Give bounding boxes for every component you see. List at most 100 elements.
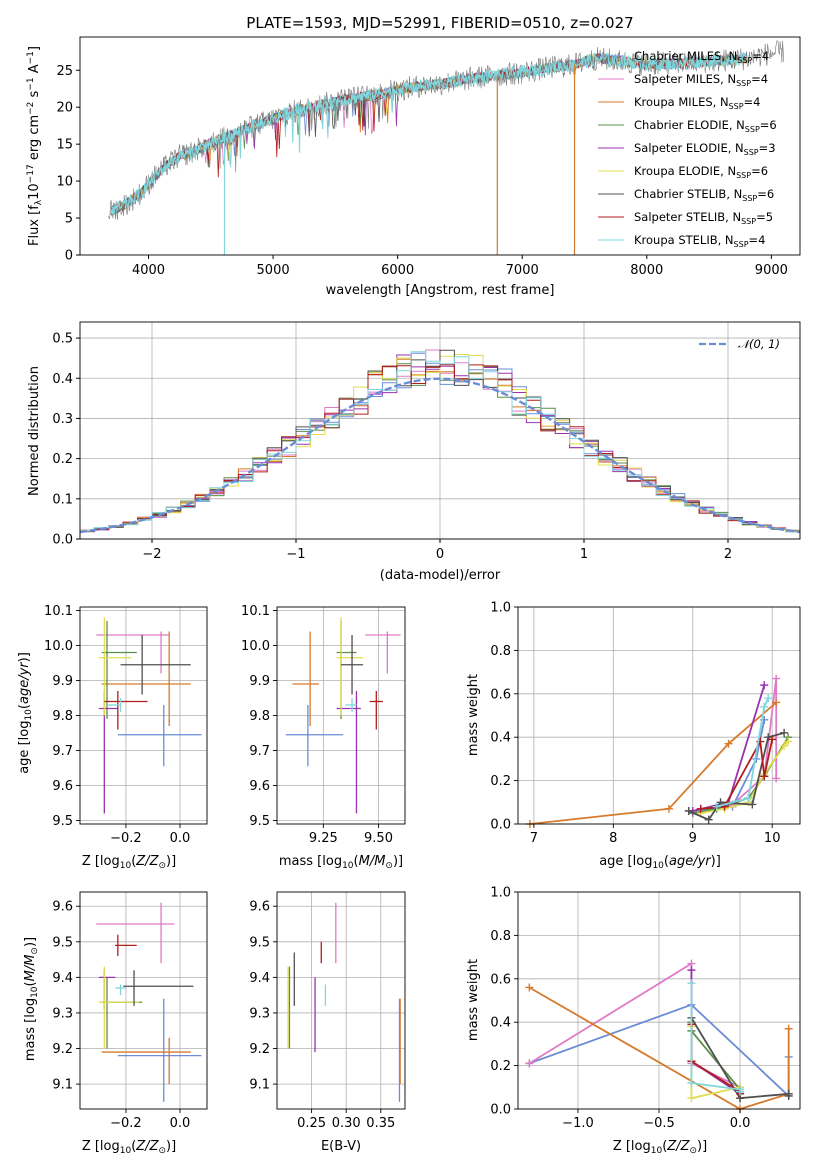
weight-vs-metallicity-panel: −1.0 −0.5 0.0 0.0 0.2 0.4 0.6 0.8 1.0 [490, 886, 801, 1131]
spectrum-ylabel: Flux [fλ10−17 erg cm−2 s−1 A−1] [26, 46, 44, 246]
x-tick-label: −0.5 [643, 1116, 675, 1131]
errorbar-point [336, 617, 364, 716]
age-mass-marks [285, 617, 401, 814]
x-tick-label: 8 [609, 831, 617, 846]
errorbar-point [292, 631, 319, 726]
x-tick-label: 7000 [506, 263, 539, 278]
weight-marker [687, 966, 696, 975]
weight-marker [768, 735, 777, 744]
mass-ebv-marks [287, 902, 401, 1102]
x-tick-label: −0.2 [110, 1116, 142, 1131]
residual-xlabel: (data-model)/error [380, 568, 501, 583]
y-tick-label: 9.5 [52, 814, 73, 829]
weight-vs-age-panel: 7 8 9 10 0.0 0.2 0.4 0.6 0.8 1.0 [490, 601, 801, 847]
mass-z-marks [96, 902, 202, 1102]
legend-label: Salpeter STELIB, NSSP=5 [634, 210, 773, 226]
residual-panel: −2 −1 0 1 2 0.0 0.1 0.2 0.3 0.4 0.5 (data-model)/e… [27, 321, 801, 583]
weight-marker [744, 793, 753, 802]
weight-marker [724, 739, 733, 748]
legend-label: Kroupa ELODIE, NSSP=6 [634, 164, 768, 180]
y-tick-label: 9.7 [52, 744, 73, 759]
age-z-ylabel: age [log10(age/yr)] [17, 652, 34, 774]
y-tick-label: 0.2 [490, 774, 511, 789]
y-tick-label: 9.4 [52, 971, 73, 986]
weight-age-tick-labels: 7 8 9 10 0.0 0.2 0.4 0.6 0.8 1.0 [490, 601, 780, 847]
mass-ebv-grid [277, 892, 405, 1109]
y-tick-label: 0.4 [490, 1016, 511, 1031]
errorbar-point [101, 621, 137, 719]
x-tick-label: 0.0 [170, 1116, 191, 1131]
errorbar-point [117, 998, 202, 1102]
y-tick-label: 10.0 [241, 639, 270, 654]
y-tick-label: 9.5 [249, 935, 270, 950]
y-tick-label: 9.2 [249, 1042, 270, 1057]
x-tick-label: 0.0 [730, 1116, 751, 1131]
errorbar-point [365, 631, 401, 674]
y-tick-label: 1.0 [490, 886, 511, 901]
x-tick-label: −0.2 [110, 831, 142, 846]
x-tick-label: 7 [530, 831, 538, 846]
errorbar-point [341, 635, 364, 695]
mass-ebv-frame [276, 891, 406, 1110]
legend-label: Chabrier MILES, NSSP=4 [634, 49, 769, 65]
mass-z-xlabel: Z [log10(Z/Z⊙)] [82, 1139, 176, 1156]
errorbar-point [369, 691, 383, 730]
y-tick-label: 15 [56, 138, 73, 153]
weight-line [716, 697, 770, 808]
errorbar-point [120, 635, 191, 695]
weight-marker [748, 800, 757, 809]
y-tick-label: 0.0 [52, 533, 73, 548]
weight-marker [780, 741, 789, 750]
age-mass-xlabel: mass [log10(M/M⊙)] [279, 854, 403, 871]
mass-ebv-xlabel: E(B-V) [321, 1139, 361, 1154]
y-tick-label: 0.4 [52, 372, 73, 387]
errorbar-point [345, 698, 357, 712]
errorbar-point [98, 966, 140, 1049]
errorbar-point [117, 705, 202, 767]
weight-marker [664, 804, 673, 813]
x-tick-label: 9.50 [364, 831, 393, 846]
y-tick-label: 0.2 [490, 1059, 511, 1074]
mass-z-tick-labels: −0.2 0.0 9.1 9.2 9.3 9.4 9.5 9.6 [52, 900, 190, 1131]
weight-z-marks [525, 959, 793, 1113]
y-tick-label: 9.4 [249, 971, 270, 986]
legend-label: Chabrier ELODIE, NSSP=6 [634, 118, 777, 134]
errorbar-point [115, 984, 126, 996]
y-tick-label: 5 [65, 212, 73, 227]
y-tick-label: 0.6 [490, 687, 511, 702]
x-tick-label: 4000 [132, 263, 165, 278]
weight-line [688, 719, 766, 812]
errorbar-point [107, 698, 122, 712]
mass-ebv-tick-labels: 0.25 0.30 0.35 9.1 9.2 9.3 9.4 9.5 9.6 [249, 900, 395, 1131]
y-tick-label: 0.3 [52, 412, 73, 427]
x-tick-label: 0 [436, 547, 444, 562]
weight-marker [736, 1087, 745, 1096]
spectrum-panel: PLATE=1593, MJD=52991, FIBERID=0510, z=0… [26, 14, 801, 298]
weight-marker [784, 737, 793, 746]
y-tick-label: 0.4 [490, 731, 511, 746]
weight-line [528, 961, 741, 1094]
weight-marker [712, 802, 721, 811]
x-tick-label: 5000 [257, 263, 290, 278]
y-tick-label: 0.2 [52, 452, 73, 467]
y-tick-label: 1.0 [490, 601, 511, 616]
y-tick-label: 10.1 [241, 604, 270, 619]
y-tick-label: 9.5 [249, 814, 270, 829]
errorbar-point [123, 970, 194, 1006]
y-tick-label: 9.9 [52, 674, 73, 689]
weight-marker [784, 1091, 793, 1100]
x-tick-label: 1 [580, 547, 588, 562]
y-tick-label: 9.6 [52, 900, 73, 915]
age-vs-metallicity-panel: −0.2 0.0 9.5 9.6 9.7 9.8 9.9 10.0 10.1 [44, 604, 208, 846]
y-tick-label: 10.0 [44, 639, 73, 654]
kroupa-stelib-model-line [110, 52, 747, 215]
legend-label: Salpeter ELODIE, NSSP=3 [634, 141, 776, 157]
y-tick-label: 9.5 [52, 935, 73, 950]
spectrum-title: PLATE=1593, MJD=52991, FIBERID=0510, z=0… [246, 14, 633, 32]
spectrum-axes-frame [79, 36, 801, 256]
weight-marker [687, 1094, 696, 1103]
x-tick-label: −2 [142, 547, 161, 562]
x-tick-label: 9.25 [309, 831, 338, 846]
weight-age-marks [525, 674, 793, 828]
